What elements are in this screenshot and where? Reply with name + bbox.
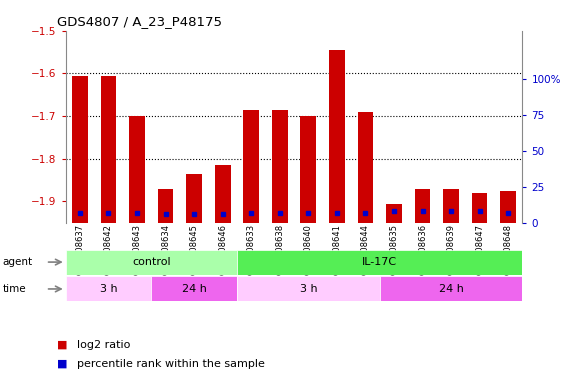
Bar xyxy=(129,116,145,223)
Bar xyxy=(300,116,316,223)
Bar xyxy=(66,276,151,301)
Bar xyxy=(386,204,402,223)
Text: agent: agent xyxy=(3,257,33,267)
Bar xyxy=(272,110,288,223)
Bar xyxy=(243,110,259,223)
Bar xyxy=(380,276,522,301)
Text: GDS4807 / A_23_P48175: GDS4807 / A_23_P48175 xyxy=(57,15,222,28)
Bar xyxy=(237,276,380,301)
Text: log2 ratio: log2 ratio xyxy=(77,340,130,350)
Bar xyxy=(357,112,373,223)
Bar xyxy=(158,189,174,223)
Bar xyxy=(329,50,345,223)
Bar xyxy=(186,174,202,223)
Bar xyxy=(415,189,431,223)
Bar xyxy=(100,76,116,223)
Text: 3 h: 3 h xyxy=(300,284,317,294)
Bar xyxy=(66,250,237,275)
Text: 24 h: 24 h xyxy=(439,284,464,294)
Bar xyxy=(500,191,516,223)
Text: time: time xyxy=(3,284,26,294)
Text: ■: ■ xyxy=(57,340,67,350)
Text: control: control xyxy=(132,257,171,267)
Bar xyxy=(237,250,522,275)
Bar xyxy=(443,189,459,223)
Bar xyxy=(215,165,231,223)
Text: 24 h: 24 h xyxy=(182,284,207,294)
Text: IL-17C: IL-17C xyxy=(362,257,397,267)
Bar xyxy=(472,193,488,223)
Bar xyxy=(72,76,88,223)
Text: percentile rank within the sample: percentile rank within the sample xyxy=(77,359,265,369)
Text: ■: ■ xyxy=(57,359,67,369)
Bar xyxy=(151,276,237,301)
Text: 3 h: 3 h xyxy=(100,284,117,294)
